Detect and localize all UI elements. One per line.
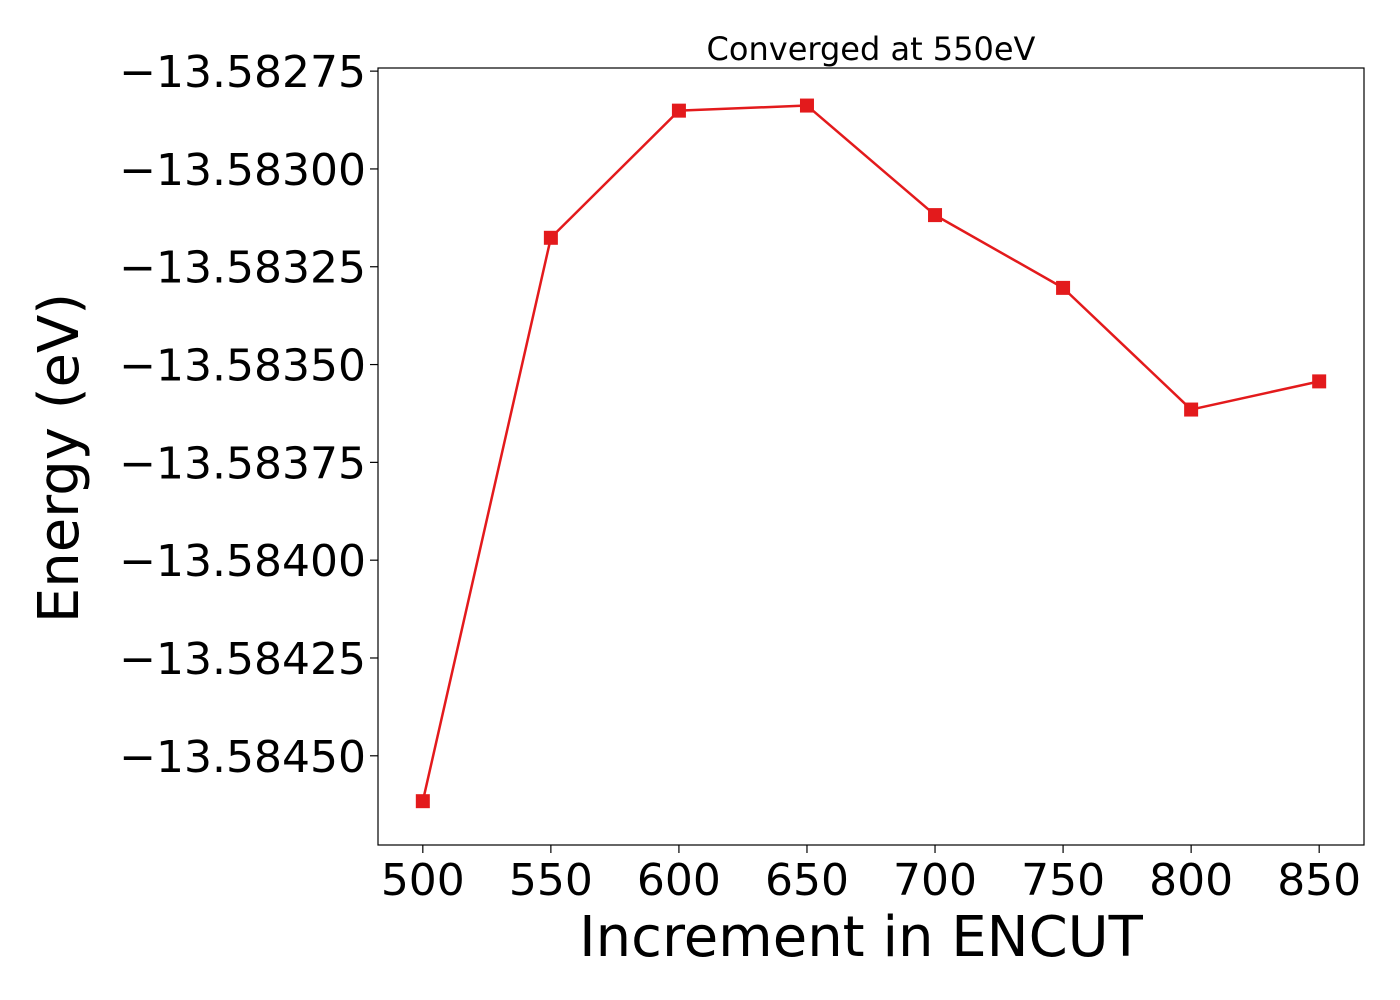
- x-axis-label: Increment in ENCUT: [579, 905, 1144, 970]
- y-tick-label: −13.58425: [119, 634, 366, 685]
- x-tick-label: 800: [1149, 855, 1233, 906]
- plot-area-frame: [377, 67, 1365, 846]
- data-point-marker: [1184, 402, 1199, 417]
- data-point-marker: [799, 98, 814, 113]
- y-tick-label: −13.58325: [119, 243, 366, 294]
- data-point-marker: [1312, 374, 1327, 389]
- data-point-marker: [543, 230, 558, 245]
- y-tick-label: −13.58450: [119, 732, 366, 783]
- x-tick-label: 500: [381, 855, 465, 906]
- y-tick-label: −13.58375: [119, 438, 366, 489]
- chart-title: Converged at 550eV: [707, 30, 1036, 68]
- y-tick-label: −13.58300: [119, 145, 366, 196]
- y-axis-label: Energy (eV): [27, 293, 92, 623]
- x-tick-label: 850: [1277, 855, 1361, 906]
- x-axis-ticks: 500 550 600 650 700 750 800 850: [381, 845, 1361, 906]
- x-tick-label: 600: [637, 855, 721, 906]
- series-layer: [415, 98, 1327, 809]
- y-tick-label: −13.58350: [119, 341, 366, 392]
- series-line: [421, 104, 1320, 802]
- x-tick-label: 700: [893, 855, 977, 906]
- y-tick-label: −13.58400: [119, 536, 366, 587]
- y-axis-ticks: −13.58275 −13.58300 −13.58325 −13.58350 −13.…: [119, 47, 378, 783]
- y-tick-label: −13.58275: [119, 47, 366, 98]
- x-tick-label: 650: [765, 855, 849, 906]
- data-point-marker: [671, 103, 686, 118]
- data-point-marker: [928, 208, 943, 223]
- x-tick-label: 550: [509, 855, 593, 906]
- x-tick-label: 750: [1021, 855, 1105, 906]
- data-point-marker: [415, 794, 430, 809]
- data-point-marker: [1056, 280, 1071, 295]
